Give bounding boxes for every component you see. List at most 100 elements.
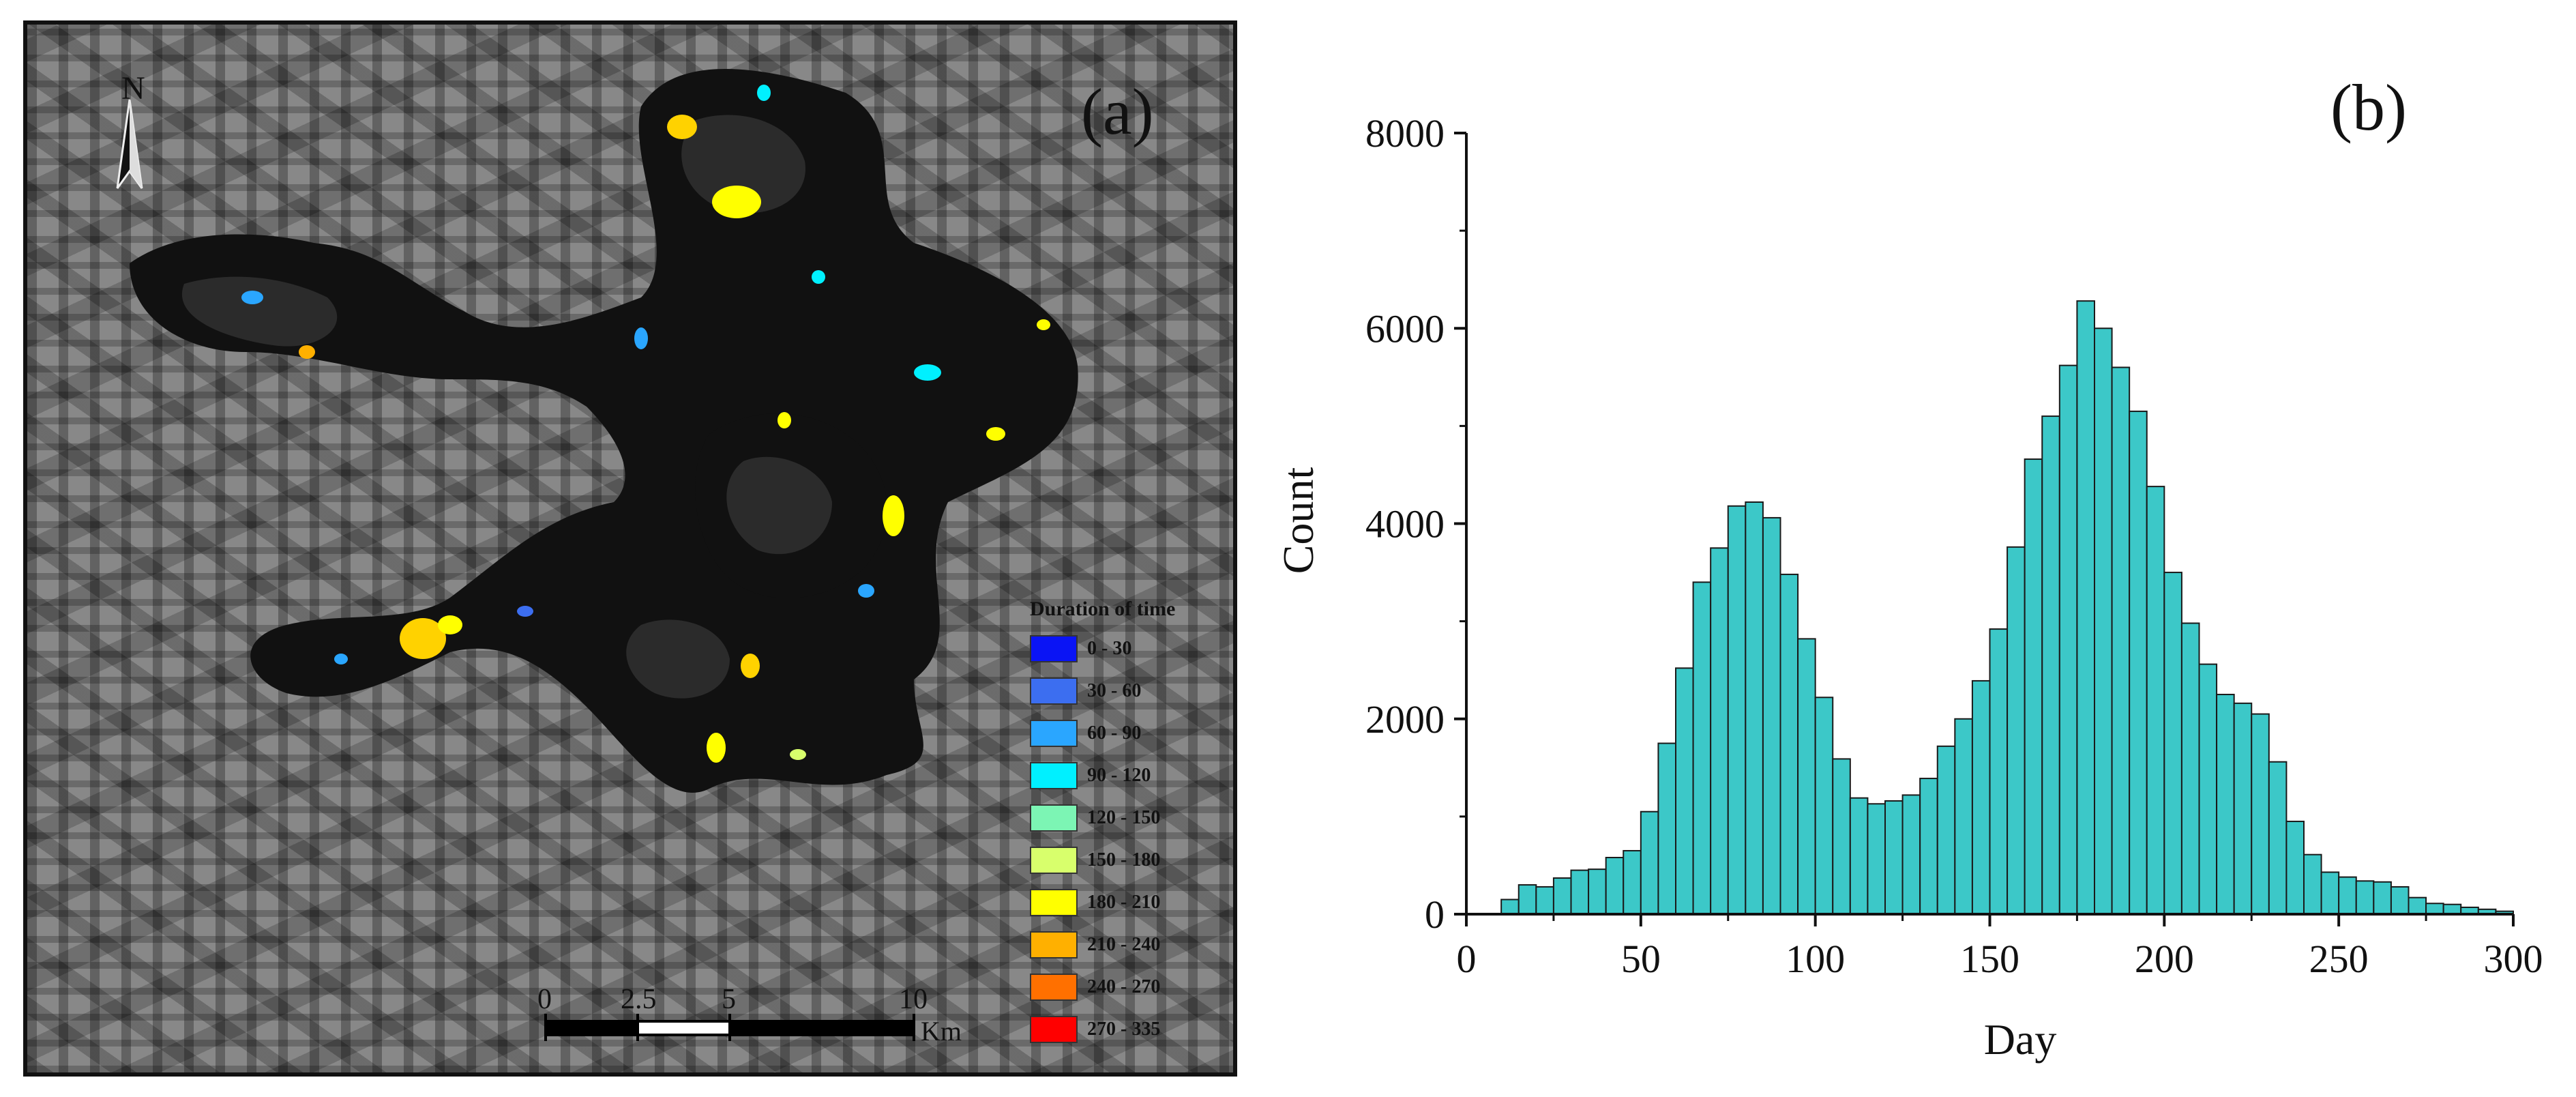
- histogram-bar: [1971, 679, 1991, 916]
- scale-tick-label: 10: [899, 984, 928, 1015]
- histogram-bar: [2216, 693, 2235, 915]
- histogram-bar: [2390, 886, 2410, 916]
- histogram-bar: [2058, 364, 2078, 915]
- legend-label: 90 - 120: [1087, 765, 1151, 786]
- histogram-bar: [2408, 896, 2427, 915]
- histogram-bar: [2111, 366, 2131, 915]
- y-axis-label: Count: [1274, 467, 1322, 574]
- histogram-bar: [2094, 327, 2113, 915]
- legend-item: 150 - 180: [1030, 839, 1233, 881]
- histogram-bar: [1535, 886, 1554, 916]
- histogram-bar: [2180, 622, 2200, 915]
- histogram-bar: [2146, 486, 2165, 915]
- y-tick-label: 8000: [1365, 111, 1445, 156]
- histogram-bar: [1989, 628, 2009, 915]
- histogram-bar: [1692, 581, 1712, 915]
- x-tick-label: 50: [1621, 937, 1661, 981]
- y-tick-label: 4000: [1365, 502, 1445, 546]
- legend-item: 60 - 90: [1030, 712, 1233, 755]
- legend-item: 270 - 335: [1030, 1008, 1233, 1051]
- histogram-bar: [2129, 410, 2148, 915]
- legend-label: 180 - 210: [1087, 892, 1161, 913]
- legend-item: 210 - 240: [1030, 924, 1233, 966]
- histogram-bar: [1710, 547, 1729, 915]
- histogram-bar: [1832, 758, 1851, 916]
- histogram-bar: [1623, 849, 1642, 915]
- legend-item: 180 - 210: [1030, 881, 1233, 924]
- legend-label: 210 - 240: [1087, 934, 1161, 955]
- x-tick-label: 300: [2484, 937, 2543, 981]
- legend-swatch: [1030, 720, 1078, 747]
- legend-label: 270 - 335: [1087, 1019, 1161, 1040]
- histogram-bar: [1588, 868, 1607, 915]
- histogram-bar: [1640, 810, 1659, 915]
- legend-label: 0 - 30: [1087, 638, 1132, 659]
- legend-swatch: [1030, 847, 1078, 874]
- histogram-bar: [2198, 663, 2218, 915]
- histogram-bar: [1849, 797, 1869, 916]
- histogram-bar: [2338, 876, 2357, 916]
- legend-item: 90 - 120: [1030, 755, 1233, 797]
- legend-swatch: [1030, 931, 1078, 959]
- legend-swatch: [1030, 974, 1078, 1001]
- duration-patches: [241, 85, 1050, 763]
- histogram-bar: [2303, 853, 2322, 915]
- histogram-bar: [1605, 856, 1625, 916]
- map-panel-label: (a): [1081, 75, 1154, 148]
- histogram-bar: [1884, 800, 1904, 915]
- legend-label: 30 - 60: [1087, 680, 1142, 701]
- histogram-bar: [1518, 884, 1537, 915]
- legend: Duration of time 0 - 30 30 - 60 60 - 90 90 …: [1030, 598, 1233, 1051]
- histogram-bar: [2320, 871, 2340, 916]
- y-tick-label: 0: [1425, 892, 1445, 937]
- legend-swatch: [1030, 635, 1078, 662]
- histogram-bar: [1727, 505, 1747, 915]
- x-tick-label: 250: [2309, 937, 2369, 981]
- histogram-bar: [1570, 869, 1590, 915]
- legend-swatch: [1030, 677, 1078, 705]
- map-panel: N (a) 0 2.5 5 10 Km Duration of time 0 -…: [23, 20, 1237, 1077]
- histogram-bar: [1745, 501, 1764, 915]
- wetland-shading: [181, 115, 832, 699]
- histogram-bar: [2355, 880, 2375, 916]
- x-tick-label: 0: [1457, 937, 1477, 981]
- histogram-bar: [1657, 742, 1677, 915]
- legend-title: Duration of time: [1030, 598, 1176, 620]
- scale-bar: [544, 1014, 915, 1041]
- legend-swatch: [1030, 1016, 1078, 1043]
- histogram-bar: [2024, 458, 2043, 915]
- histogram-bar: [2007, 546, 2026, 915]
- histogram-bar: [2233, 702, 2253, 915]
- north-label: N: [121, 70, 145, 106]
- x-tick-label: 150: [1960, 937, 2019, 981]
- histogram-bar: [1552, 877, 1572, 915]
- legend-item: 0 - 30: [1030, 628, 1233, 670]
- histogram-bar: [1867, 803, 1886, 916]
- legend-label: 150 - 180: [1087, 849, 1161, 871]
- histogram-bar: [1500, 898, 1520, 915]
- histogram-bar: [2373, 881, 2392, 916]
- wetland-map: [116, 69, 1078, 1041]
- legend-label: 60 - 90: [1087, 722, 1142, 744]
- legend-label: 120 - 150: [1087, 807, 1161, 828]
- x-axis-label: Day: [1984, 1015, 2057, 1064]
- legend-rows: 0 - 30 30 - 60 60 - 90 90 - 120 120 - 150 150…: [1030, 628, 1233, 1051]
- legend-label: 240 - 270: [1087, 976, 1161, 997]
- scale-bar-labels: 0 2.5 5 10: [537, 983, 955, 1017]
- histogram-bar: [1901, 794, 1921, 915]
- legend-item: 240 - 270: [1030, 966, 1233, 1008]
- legend-item: 30 - 60: [1030, 670, 1233, 712]
- histogram-bar: [2425, 903, 2444, 915]
- scale-tick-label: 5: [722, 984, 736, 1015]
- scale-unit-label: Km: [921, 1016, 962, 1047]
- scale-tick-label: 0: [537, 984, 552, 1015]
- histogram-bar: [2442, 903, 2462, 915]
- histogram-bar: [1954, 718, 1973, 915]
- histogram-bar: [2285, 821, 2305, 915]
- x-tick-label: 100: [1786, 937, 1845, 981]
- histogram-bar: [1762, 516, 1781, 915]
- histogram-bar: [2268, 761, 2288, 915]
- legend-swatch: [1030, 804, 1078, 832]
- y-tick-label: 2000: [1365, 697, 1445, 742]
